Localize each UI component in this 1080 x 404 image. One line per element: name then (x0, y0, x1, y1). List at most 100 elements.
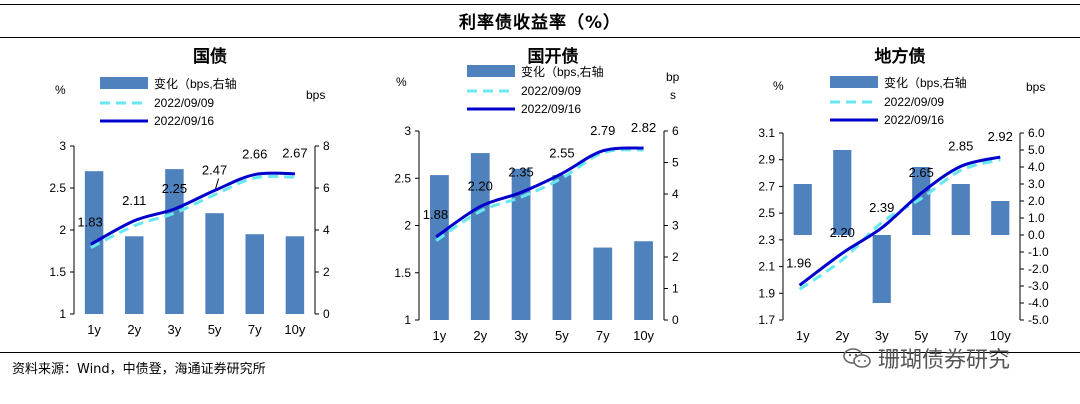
cdb-line-curr (435, 146, 644, 239)
cdb-x-tick-label: 3y (514, 328, 528, 343)
treasury-data-label: 2.11 (122, 193, 146, 208)
cdb-data-label: 2.55 (549, 146, 574, 161)
local-left-tick-label: 1.9 (758, 286, 775, 300)
local-x-tick-label: 2y (835, 328, 849, 343)
treasury-data-label: 2.25 (162, 181, 187, 196)
local-line-curr (798, 155, 1001, 287)
figure-title: 利率债收益率（%） (458, 12, 622, 33)
watermark: 珊瑚债券研究 (842, 342, 1010, 374)
treasury-left-tick-label: 1.5 (49, 265, 66, 279)
cdb-right-tick-label: 2 (672, 250, 679, 264)
local-right-tick-label: 0.0 (1028, 228, 1045, 242)
cdb-data-label: 2.20 (468, 179, 493, 194)
local-data-label: 2.85 (948, 138, 973, 153)
local-right-tick-label: 2.0 (1028, 194, 1045, 208)
treasury-right-tick-label: 8 (323, 139, 330, 153)
local-bar (991, 201, 1010, 235)
local-x-tick-label: 3y (875, 328, 889, 343)
treasury-x-tick-label: 1y (87, 322, 101, 337)
cdb-bar (511, 168, 531, 320)
treasury-legend-dashed-label: 2022/09/09 (154, 96, 214, 110)
cdb-legend-solid-label: 2022/09/16 (521, 102, 581, 116)
treasury-y-unit: % (55, 83, 66, 97)
cdb-left-tick-label: 3 (404, 124, 411, 138)
footer-rule (0, 352, 1080, 353)
treasury-bar (165, 169, 184, 314)
treasury-bar (125, 236, 144, 314)
cdb-x-tick-label: 1y (433, 328, 447, 343)
local-bar (951, 184, 970, 235)
cdb-legend-dashed-label: 2022/09/09 (521, 84, 581, 98)
treasury-right-tick-label: 6 (323, 181, 330, 195)
treasury-data-label: 2.67 (282, 146, 307, 161)
local-x-tick-label: 1y (796, 328, 810, 343)
local-data-label: 2.65 (909, 165, 934, 180)
local-x-tick-label: 10y (990, 328, 1011, 343)
local-data-label: 1.96 (786, 255, 811, 270)
cdb-x-tick-label: 10y (633, 328, 654, 343)
local-data-label: 2.92 (988, 129, 1013, 144)
cdb-right-tick-label: 5 (672, 156, 679, 170)
treasury-label-leader (215, 178, 220, 189)
cdb-right-tick-label: 1 (672, 282, 679, 296)
local-right-tick-label: 6.0 (1028, 126, 1045, 140)
treasury-left-tick-label: 1 (59, 307, 66, 321)
watermark-text: 珊瑚债券研究 (878, 348, 1011, 373)
treasury-bar (285, 236, 305, 314)
treasury-x-tick-label: 5y (208, 322, 222, 337)
cdb-left-tick-label: 2.5 (394, 171, 411, 185)
treasury-legend-bar-swatch (100, 77, 148, 89)
treasury-data-label: 1.83 (77, 214, 102, 229)
local-left-tick-label: 2.5 (758, 206, 775, 220)
cdb-bar (430, 175, 449, 320)
cdb-x-tick-label: 5y (555, 328, 569, 343)
local-right-tick-label: 4.0 (1028, 160, 1045, 174)
treasury-legend-bar-label: 变化（bps,右轴 (154, 76, 237, 91)
cdb-data-label: 1.88 (423, 207, 448, 222)
local-left-tick-label: 2.7 (758, 179, 775, 193)
treasury-right-tick-label: 0 (323, 307, 330, 321)
treasury-x-tick-label: 10y (284, 322, 305, 337)
cdb-bar (552, 175, 572, 320)
treasury-right-tick-label: 4 (323, 223, 330, 237)
cdb-right-tick-label: 4 (672, 187, 679, 201)
chart-title-treasury: 国债 (193, 47, 227, 67)
local-legend-bar-swatch (830, 76, 878, 88)
local-right-tick-label: -5.0 (1028, 313, 1049, 327)
treasury-line-prev (90, 174, 295, 249)
treasury-y2-unit: bps (306, 88, 325, 102)
local-legend-solid-label: 2022/09/16 (884, 113, 944, 127)
treasury-line-curr (90, 171, 295, 246)
local-left-tick-label: 2.3 (758, 233, 775, 247)
cdb-y2-unit-wrap: s (670, 88, 676, 102)
treasury-x-tick-label: 2y (127, 322, 141, 337)
cdb-legend-bar-label: 变化（bps,右轴 (521, 64, 604, 79)
cdb-right-tick-label: 3 (672, 219, 679, 233)
source-note: 资料来源：Wind，中债登，海通证券研究所 (12, 362, 266, 377)
cdb-y2-unit: bp (666, 70, 680, 84)
local-right-tick-label: -3.0 (1028, 279, 1049, 293)
treasury-x-tick-label: 7y (248, 322, 262, 337)
local-left-tick-label: 2.1 (758, 260, 775, 274)
treasury-x-tick-label: 3y (168, 322, 182, 337)
treasury-left-tick-label: 2.5 (49, 181, 66, 195)
treasury-left-tick-label: 3 (59, 139, 66, 153)
cdb-left-tick-label: 1 (404, 313, 411, 327)
local-y2-unit: bps (1026, 80, 1045, 94)
cdb-data-label: 2.35 (508, 164, 533, 179)
cdb-y-unit: % (396, 75, 407, 89)
local-bar (872, 235, 891, 303)
local-left-tick-label: 2.9 (758, 153, 775, 167)
cdb-x-tick-label: 2y (473, 328, 487, 343)
cdb-bar (470, 153, 490, 320)
local-left-tick-label: 1.7 (758, 313, 775, 327)
title-rule (0, 37, 1080, 38)
chart-title-local: 地方债 (874, 47, 926, 67)
local-y-unit: % (773, 79, 784, 93)
cdb-data-label: 2.82 (631, 120, 656, 135)
local-right-tick-label: 1.0 (1028, 211, 1045, 225)
cdb-left-tick-label: 2 (404, 219, 411, 233)
local-bar (912, 167, 931, 235)
local-right-tick-label: 5.0 (1028, 143, 1045, 157)
